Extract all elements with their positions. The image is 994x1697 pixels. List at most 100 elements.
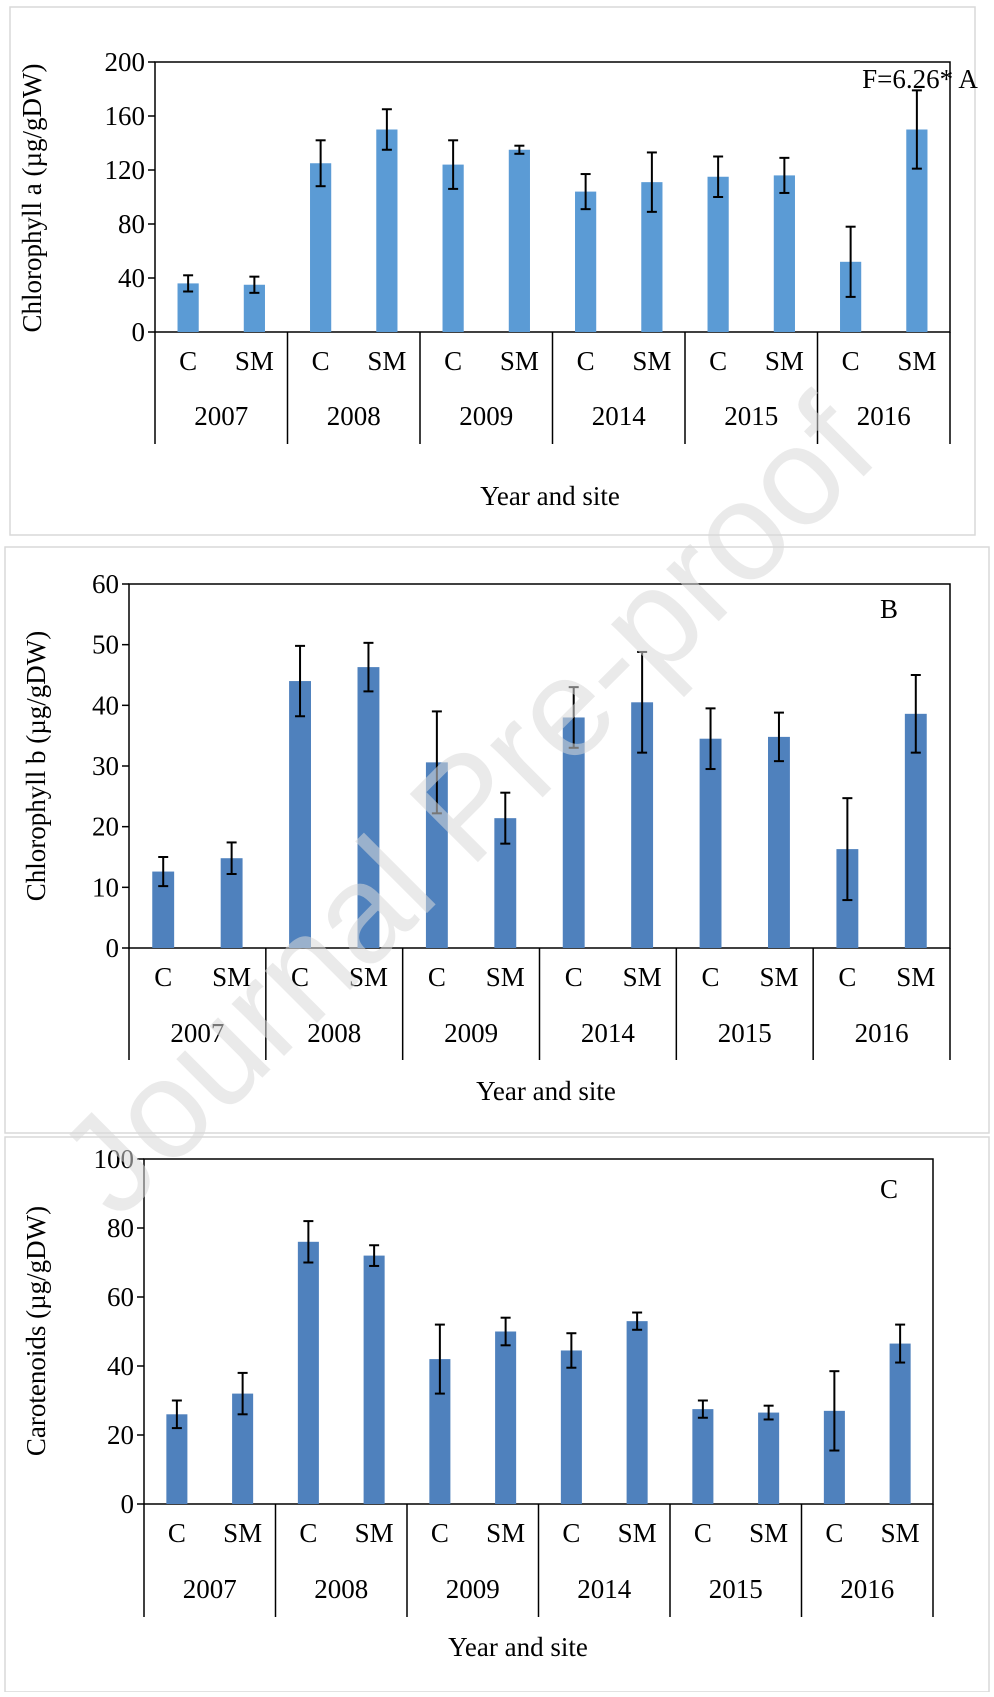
bar-2008-C (297, 1241, 319, 1504)
bar-2016-SM (904, 713, 927, 948)
x-year-label: 2009 (446, 1574, 500, 1604)
bar-2008-C (310, 163, 332, 332)
panel-label: F=6.26* A (862, 64, 978, 94)
x-year-label: 2016 (840, 1574, 894, 1604)
bar-2015-SM (768, 736, 790, 948)
bar-2008-C (289, 681, 311, 948)
bar-2014-SM (626, 1321, 648, 1504)
x-site-label: SM (500, 346, 539, 376)
bar-2009-C (429, 1359, 451, 1504)
chart-frame (9, 6, 976, 536)
x-year-label: 2009 (444, 1018, 498, 1048)
y-axis-title: Carotenoids (µg/gDW) (21, 1206, 51, 1456)
x-site-label: C (154, 962, 172, 992)
x-site-label: C (428, 962, 446, 992)
bar-2015-C (699, 738, 722, 948)
bar-2007-C (152, 871, 175, 948)
x-site-label: SM (355, 1518, 394, 1548)
chart-panel-2: 0 10 20 30 40 50 60 C SM C SM C SM C SM C SM C SM 2007 2008 2… (4, 546, 990, 1134)
bar-2008-SM (357, 667, 380, 948)
x-site-label: SM (618, 1518, 657, 1548)
bar-2009-SM (494, 818, 517, 948)
x-site-label: C (168, 1518, 186, 1548)
y-tick-label: 160 (105, 101, 146, 131)
panel-label: C (880, 1174, 898, 1204)
y-tick-label: 0 (106, 933, 120, 963)
x-year-label: 2015 (724, 401, 778, 431)
x-site-label: C (312, 346, 330, 376)
bar-2014-C (560, 1350, 582, 1504)
bar-2014-SM (631, 702, 654, 948)
y-tick-label: 200 (105, 47, 146, 77)
chart-panel-1: 0 40 80 120 160 200 C SM C SM C SM C SM C SM C SM 2007 2008… (9, 6, 978, 536)
x-site-label: SM (881, 1518, 920, 1548)
y-tick-label: 60 (107, 1282, 134, 1312)
bar-2007-SM (232, 1393, 254, 1504)
x-site-label: C (299, 1518, 317, 1548)
bar-2009-SM (508, 149, 530, 332)
bar-2014-C (575, 191, 597, 332)
x-site-label: C (709, 346, 727, 376)
y-axis-title: Chlorophyll b (µg/gDW) (21, 631, 51, 902)
bar-2007-SM (220, 858, 243, 948)
x-site-label: SM (896, 962, 935, 992)
chart-panel-3: 0 20 40 60 80 100 C SM C SM C SM C SM C SM C SM 2007 2008 20… (4, 1136, 990, 1693)
bar-2009-C (425, 762, 448, 948)
y-tick-label: 20 (92, 812, 119, 842)
bar-2014-C (562, 717, 585, 948)
y-axis-title: Chlorophyll a (µg/gDW) (17, 63, 47, 332)
x-site-label: C (444, 346, 462, 376)
x-axis-title: Year and site (480, 481, 620, 511)
bar-2015-C (707, 176, 729, 332)
bar-2016-SM (906, 129, 928, 332)
bar-2008-SM (363, 1255, 385, 1504)
bar-2007-C (177, 283, 199, 332)
x-site-label: C (562, 1518, 580, 1548)
y-tick-label: 80 (118, 209, 145, 239)
x-site-label: C (838, 962, 856, 992)
x-site-label: SM (897, 346, 936, 376)
y-tick-label: 40 (107, 1351, 134, 1381)
x-site-label: SM (349, 962, 388, 992)
x-year-label: 2015 (718, 1018, 772, 1048)
x-site-label: SM (749, 1518, 788, 1548)
x-year-label: 2014 (581, 1018, 636, 1048)
y-tick-label: 40 (118, 263, 145, 293)
bar-2016-C (823, 1410, 845, 1504)
x-site-label: C (702, 962, 720, 992)
y-tick-label: 50 (92, 630, 119, 660)
bar-2008-SM (376, 129, 398, 332)
x-site-label: SM (759, 962, 798, 992)
y-tick-label: 0 (121, 1489, 135, 1519)
panel-label: B (880, 594, 898, 624)
bar-2014-SM (641, 182, 663, 332)
x-year-label: 2008 (307, 1018, 361, 1048)
x-year-label: 2015 (709, 1574, 763, 1604)
x-site-label: SM (223, 1518, 262, 1548)
bar-2015-SM (773, 175, 795, 332)
y-tick-label: 10 (92, 872, 119, 902)
x-axis-title: Year and site (448, 1632, 588, 1662)
bar-2016-SM (889, 1343, 911, 1504)
bar-2015-SM (758, 1412, 780, 1504)
x-axis-title: Year and site (476, 1076, 616, 1106)
plot-area (143, 1158, 934, 1505)
bar-2007-SM (243, 284, 265, 332)
y-tick-label: 100 (94, 1144, 135, 1174)
bar-2015-C (692, 1409, 714, 1504)
x-site-label: C (842, 346, 860, 376)
x-site-label: C (291, 962, 309, 992)
x-site-label: C (577, 346, 595, 376)
x-year-label: 2007 (194, 401, 248, 431)
plot-area (154, 61, 951, 333)
x-site-label: C (825, 1518, 843, 1548)
x-year-label: 2014 (592, 401, 647, 431)
x-site-label: SM (235, 346, 274, 376)
x-site-label: C (565, 962, 583, 992)
x-site-label: SM (632, 346, 671, 376)
x-site-label: C (179, 346, 197, 376)
y-tick-label: 30 (92, 751, 119, 781)
x-year-label: 2008 (327, 401, 381, 431)
